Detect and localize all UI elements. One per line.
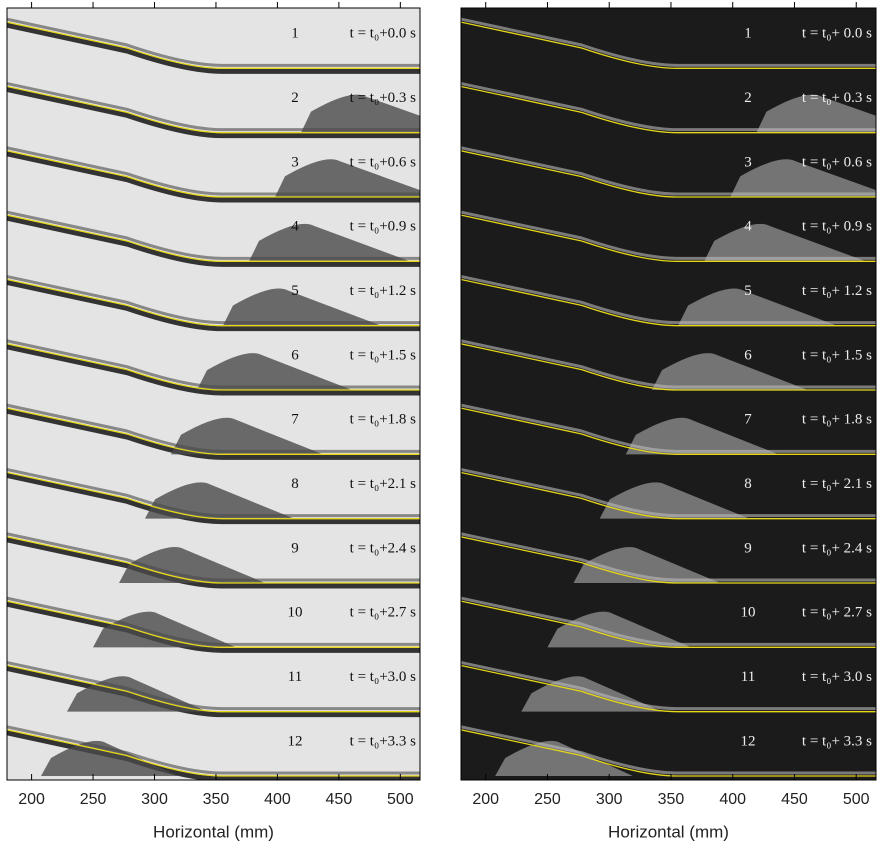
x-tick-label: 200 xyxy=(472,791,499,808)
time-label: t = t₀+2.7 s xyxy=(350,605,416,621)
x-tick-label: 350 xyxy=(203,791,230,808)
time-label: t = t₀+0.3 s xyxy=(350,90,416,106)
time-label: t = t₀+1.5 s xyxy=(350,347,416,363)
frame-number: 1 xyxy=(744,26,752,42)
x-axis-label: Horizontal (mm) xyxy=(153,822,274,841)
frame-number: 10 xyxy=(288,605,303,621)
frame-number: 5 xyxy=(744,283,752,299)
x-axis-label: Horizontal (mm) xyxy=(608,822,729,841)
time-label: t = t₀+ 1.5 s xyxy=(802,347,872,363)
x-tick-label: 400 xyxy=(264,791,291,808)
frame-number: 9 xyxy=(291,540,299,556)
frame-number: 3 xyxy=(744,154,752,170)
frame-number: 9 xyxy=(744,540,752,556)
panel: 1 t = t₀+ 0.0 s 2 t = t₀+ 0.3 s 3 t = t₀+ 0.6… xyxy=(451,2,877,841)
frame-number: 3 xyxy=(291,154,299,170)
frame-number: 4 xyxy=(744,219,752,235)
x-tick-label: 300 xyxy=(141,791,168,808)
time-label: t = t₀+ 0.9 s xyxy=(802,219,872,235)
time-label: t = t₀+0.6 s xyxy=(350,154,416,170)
time-label: t = t₀+ 3.3 s xyxy=(802,733,872,749)
time-label: t = t₀+ 0.0 s xyxy=(802,26,872,42)
x-tick-label: 350 xyxy=(658,791,685,808)
x-tick-label: 200 xyxy=(18,791,45,808)
frame-number: 7 xyxy=(744,412,752,428)
time-label: t = t₀+0.9 s xyxy=(350,219,416,235)
frame-number: 7 xyxy=(291,412,299,428)
time-label: t = t₀+ 2.4 s xyxy=(802,540,872,556)
frame-number: 8 xyxy=(744,476,752,492)
figure: 1 t = t₀+0.0 s 2 t = t₀+0.3 s 3 t = t₀+0.6 s 4… xyxy=(0,0,877,845)
frame-number: 2 xyxy=(744,90,752,106)
frame-number: 4 xyxy=(291,219,299,235)
frame-number: 12 xyxy=(288,733,303,749)
frame-number: 6 xyxy=(291,347,299,363)
page: 1 t = t₀+0.0 s 2 t = t₀+0.3 s 3 t = t₀+0.6 s 4… xyxy=(0,0,877,845)
x-tick-label: 300 xyxy=(596,791,623,808)
x-tick-label: 500 xyxy=(387,791,414,808)
frame-number: 8 xyxy=(291,476,299,492)
time-label: t = t₀+ 0.3 s xyxy=(802,90,872,106)
time-label: t = t₀+ 1.8 s xyxy=(802,412,872,428)
time-label: t = t₀+ 2.7 s xyxy=(802,605,872,621)
frame-number: 6 xyxy=(744,347,752,363)
frame-number: 11 xyxy=(288,669,302,685)
frame-number: 2 xyxy=(291,90,299,106)
x-tick-label: 250 xyxy=(80,791,107,808)
frame-number: 1 xyxy=(291,26,299,42)
panel: 1 t = t₀+0.0 s 2 t = t₀+0.3 s 3 t = t₀+0.6 s 4… xyxy=(0,2,468,841)
time-label: t = t₀+ 2.1 s xyxy=(802,476,872,492)
frame-number: 11 xyxy=(741,669,755,685)
time-label: t = t₀+2.4 s xyxy=(350,540,416,556)
time-label: t = t₀+1.8 s xyxy=(350,412,416,428)
x-tick-label: 450 xyxy=(781,791,808,808)
x-tick-label: 450 xyxy=(326,791,353,808)
x-tick-label: 400 xyxy=(719,791,746,808)
time-label: t = t₀+ 3.0 s xyxy=(802,669,872,685)
time-label: t = t₀+2.1 s xyxy=(350,476,416,492)
time-label: t = t₀+0.0 s xyxy=(350,26,416,42)
x-tick-label: 250 xyxy=(534,791,561,808)
frame-number: 12 xyxy=(741,733,756,749)
frame-number: 10 xyxy=(741,605,756,621)
time-label: t = t₀+1.2 s xyxy=(350,283,416,299)
time-label: t = t₀+ 0.6 s xyxy=(802,154,872,170)
x-tick-label: 500 xyxy=(843,791,870,808)
time-label: t = t₀+ 1.2 s xyxy=(802,283,872,299)
frame-number: 5 xyxy=(291,283,299,299)
time-label: t = t₀+3.3 s xyxy=(350,733,416,749)
time-label: t = t₀+3.0 s xyxy=(350,669,416,685)
